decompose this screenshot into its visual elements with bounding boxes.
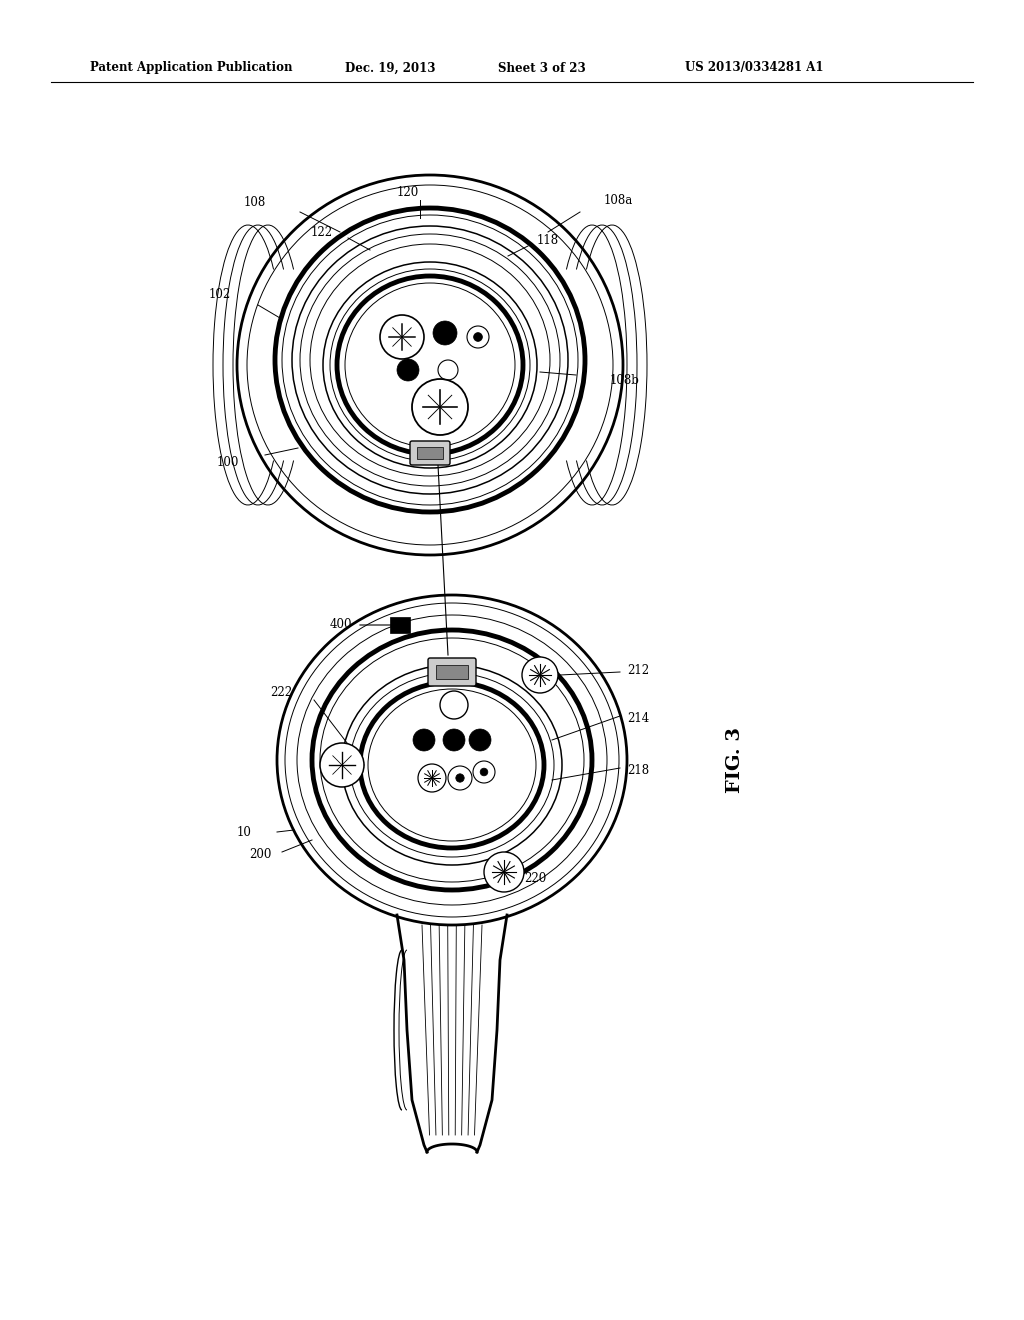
Text: 108b: 108b bbox=[610, 374, 640, 387]
Bar bbox=[436, 665, 468, 678]
Circle shape bbox=[440, 690, 468, 719]
Text: 102: 102 bbox=[209, 289, 231, 301]
Circle shape bbox=[484, 851, 524, 892]
Text: 108a: 108a bbox=[603, 194, 633, 206]
Circle shape bbox=[522, 657, 558, 693]
Text: 118: 118 bbox=[537, 234, 559, 247]
Text: 212: 212 bbox=[627, 664, 649, 676]
Text: 400: 400 bbox=[330, 619, 352, 631]
Text: 218: 218 bbox=[627, 763, 649, 776]
Circle shape bbox=[480, 768, 487, 776]
Text: Dec. 19, 2013: Dec. 19, 2013 bbox=[345, 62, 435, 74]
Text: 214: 214 bbox=[627, 711, 649, 725]
Text: 222: 222 bbox=[270, 685, 292, 698]
Text: Sheet 3 of 23: Sheet 3 of 23 bbox=[498, 62, 586, 74]
Circle shape bbox=[433, 321, 457, 345]
Circle shape bbox=[473, 762, 495, 783]
Circle shape bbox=[443, 729, 465, 751]
Circle shape bbox=[412, 379, 468, 436]
Text: US 2013/0334281 A1: US 2013/0334281 A1 bbox=[685, 62, 823, 74]
Text: 122: 122 bbox=[311, 226, 333, 239]
Circle shape bbox=[467, 326, 489, 348]
FancyBboxPatch shape bbox=[428, 657, 476, 686]
Circle shape bbox=[449, 766, 472, 789]
Bar bbox=[390, 616, 410, 634]
Text: 220: 220 bbox=[524, 871, 546, 884]
FancyBboxPatch shape bbox=[410, 441, 450, 465]
Text: FIG. 3: FIG. 3 bbox=[726, 727, 744, 793]
Text: 200: 200 bbox=[250, 849, 272, 862]
Bar bbox=[417, 447, 443, 459]
Circle shape bbox=[413, 729, 435, 751]
Circle shape bbox=[397, 359, 419, 381]
Polygon shape bbox=[397, 915, 507, 1152]
Text: Patent Application Publication: Patent Application Publication bbox=[90, 62, 293, 74]
Circle shape bbox=[380, 315, 424, 359]
Circle shape bbox=[438, 360, 458, 380]
Text: 100: 100 bbox=[217, 455, 240, 469]
Circle shape bbox=[418, 764, 446, 792]
Circle shape bbox=[469, 729, 490, 751]
Circle shape bbox=[473, 333, 482, 342]
Circle shape bbox=[319, 743, 364, 787]
Text: 108: 108 bbox=[244, 195, 266, 209]
Circle shape bbox=[456, 774, 464, 783]
Text: 120: 120 bbox=[397, 186, 419, 199]
Text: 10: 10 bbox=[238, 825, 252, 838]
